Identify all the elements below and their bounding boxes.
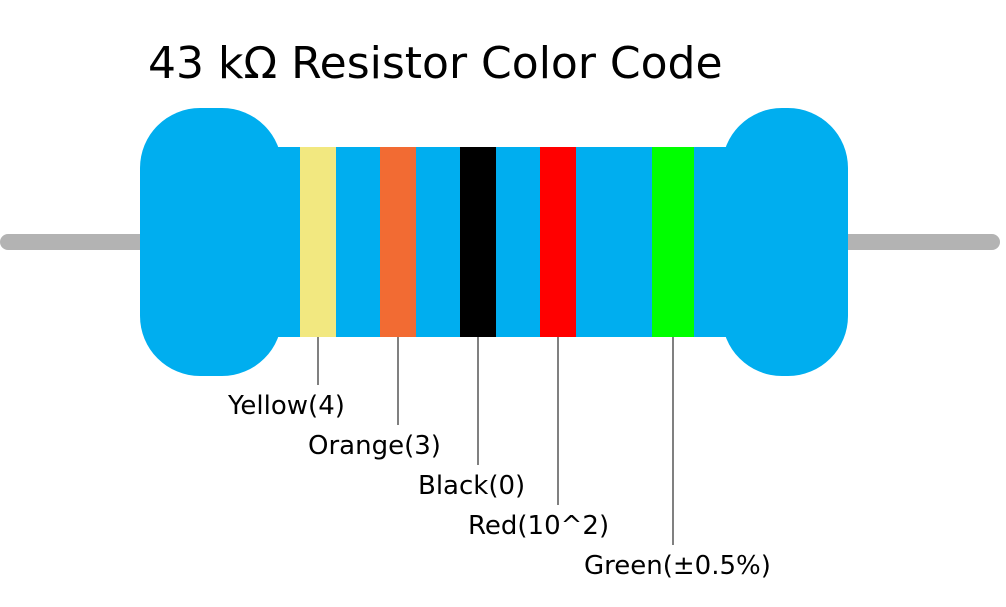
band-yellow	[300, 147, 336, 337]
label-yellow: Yellow(4)	[227, 391, 345, 421]
label-orange: Orange(3)	[308, 431, 441, 461]
band-red	[540, 147, 576, 337]
label-black: Black(0)	[418, 471, 525, 501]
band-green	[652, 147, 694, 337]
band-black	[460, 147, 496, 337]
diagram-title: 43 kΩ Resistor Color Code	[148, 38, 723, 89]
band-orange	[380, 147, 416, 337]
label-red: Red(10^2)	[468, 511, 609, 541]
label-green: Green(±0.5%)	[584, 551, 771, 581]
